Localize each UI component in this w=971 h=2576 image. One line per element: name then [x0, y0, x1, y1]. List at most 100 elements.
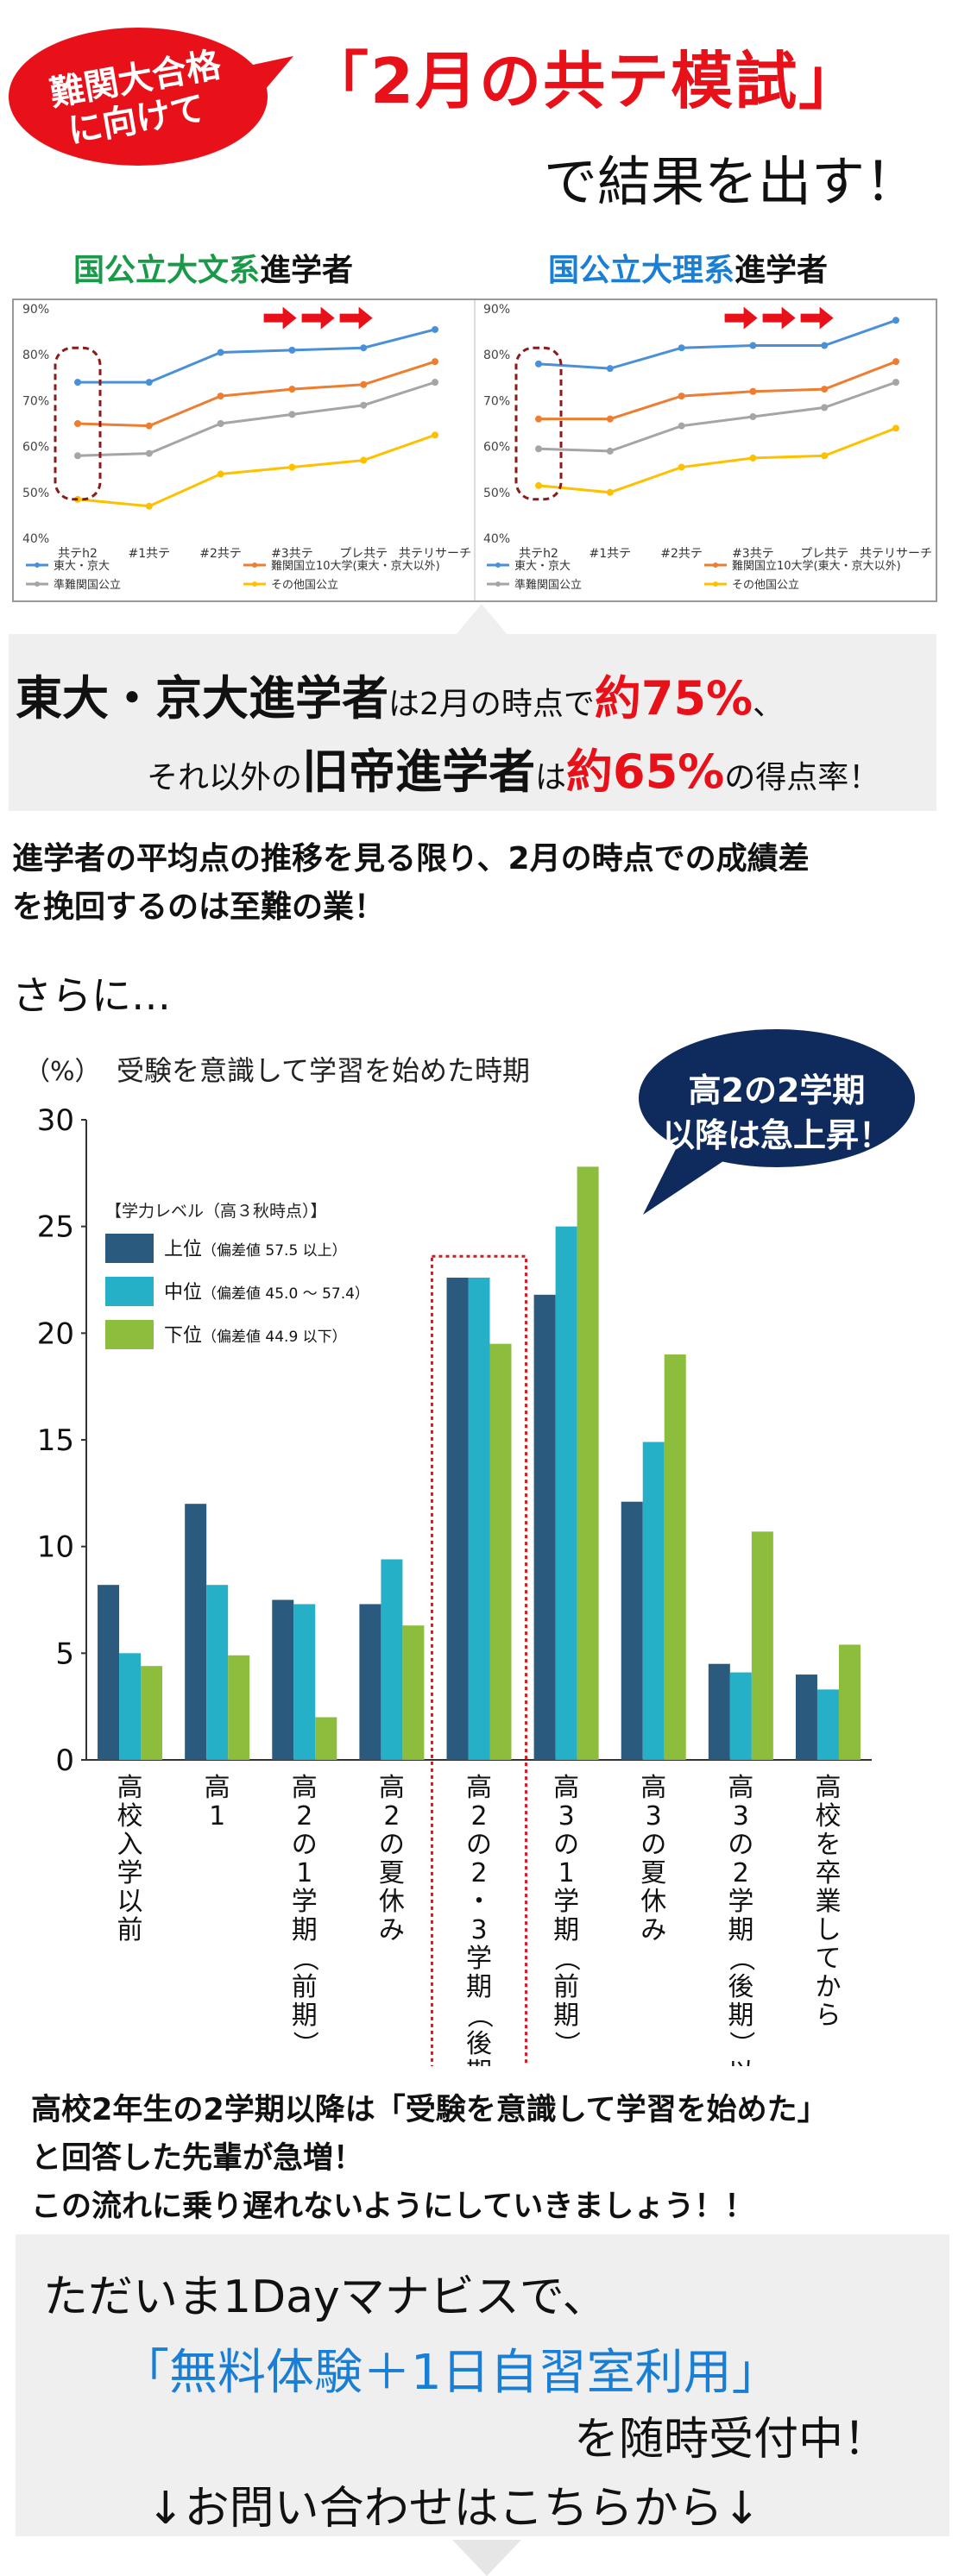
category-label-char: （: [725, 1945, 755, 1971]
y-tick-label: 0: [55, 1744, 74, 1778]
category-label-char: 高: [466, 1773, 492, 1803]
series-line: [78, 328, 436, 384]
data-point: [535, 415, 542, 423]
legend-label: 東大・京大: [54, 559, 110, 573]
category-label-char: 期: [553, 2001, 579, 2031]
note2-line2: と回答した先輩が急増！: [31, 2141, 364, 2176]
bar: [359, 1604, 381, 1760]
data-point: [892, 379, 899, 386]
x-tick-label: 共テリサーチ: [860, 547, 932, 561]
summary-text: それ以外の: [147, 760, 303, 795]
data-point: [74, 495, 81, 503]
cta-contact-link[interactable]: ↓お問い合わせはこちらから↓: [147, 2483, 761, 2535]
data-point: [288, 346, 296, 354]
category-label-char: 期: [728, 2001, 753, 2031]
red-arrow-icon: [339, 306, 373, 330]
legend-marker: [252, 562, 257, 568]
bar: [293, 1604, 316, 1760]
y-axis-unit: （%）: [24, 1057, 101, 1087]
data-point: [535, 445, 542, 453]
bar: [708, 1663, 730, 1760]
cta-line1: ただいま1Dayマナビスで、: [43, 2271, 608, 2323]
red-arrow-icon: [800, 306, 834, 330]
bar: [751, 1531, 773, 1760]
y-tick-label: 80%: [483, 349, 510, 362]
x-tick-label: プレ共テ: [800, 547, 848, 561]
data-point: [74, 452, 81, 460]
data-point: [145, 449, 153, 457]
red-arrow-icon: [301, 306, 335, 330]
bar: [98, 1585, 120, 1760]
x-tick-label: 共テh2: [519, 547, 558, 561]
category-label-char: 3: [646, 1801, 662, 1831]
category-label-char: 前: [292, 1972, 318, 2002]
bar: [206, 1585, 229, 1760]
category-label-char: 3: [558, 1801, 575, 1831]
legend-marker: [495, 562, 501, 568]
data-point: [288, 463, 296, 471]
legend-title: 【学力レベル（高３秋時点）】: [105, 1202, 327, 1221]
data-point: [606, 365, 614, 373]
category-label-char: 高: [292, 1773, 318, 1803]
bar: [729, 1672, 752, 1760]
x-tick-label: 共テh2: [58, 547, 98, 561]
note-paragraph-2: 高校2年生の2学期以降は「受験を意識して学習を始めた」 と回答した先輩が急増！ …: [12, 2086, 828, 2231]
category-label-char: 2: [470, 1801, 487, 1831]
category-label-char: ら: [815, 2001, 841, 2031]
category-label-char: ）: [725, 2031, 755, 2057]
data-point: [145, 379, 153, 386]
category-label-char: （: [463, 2002, 494, 2028]
data-point: [678, 344, 685, 352]
data-point: [678, 393, 685, 400]
category-label-char: 期: [728, 1915, 753, 1945]
bar: [555, 1226, 577, 1760]
y-tick-label: 50%: [483, 487, 510, 500]
category-label-char: 学: [292, 1887, 318, 1917]
page-subtitle: で結果を出す！: [544, 150, 919, 213]
category-label-char: 3: [470, 1915, 487, 1945]
category-label-char: か: [815, 1972, 841, 2002]
data-point: [821, 452, 829, 460]
data-point: [74, 379, 81, 386]
summary-panel: [9, 634, 936, 811]
down-arrow-icon: [452, 2540, 521, 2576]
humanities-line-chart: 40% 50% 60% 70% 80% 90% 共テh2 #1共テ #2共テ #3共テ プレ共テ 共テ…: [22, 303, 471, 592]
red-arrow-icon: [263, 306, 297, 330]
category-label-char: 業: [815, 1887, 841, 1917]
science-heading-accent: 国公立大理系: [548, 253, 735, 288]
legend-marker: [713, 562, 718, 568]
bar: [272, 1599, 294, 1760]
data-point: [892, 424, 899, 432]
bar: [402, 1625, 425, 1760]
y-tick-label: 10: [37, 1530, 74, 1565]
category-label-char: を: [815, 1830, 841, 1860]
legend-label: 準難関国公立: [514, 578, 582, 592]
bar: [664, 1354, 686, 1760]
note1-line2: を挽回するのは至難の業！: [12, 889, 386, 925]
legend-swatch: [105, 1277, 154, 1306]
category-label-char: 学: [466, 1944, 492, 1974]
header-badge-bubble: 難関大合格 に向けて: [9, 28, 293, 166]
summary-percent-75: 約75%: [594, 671, 753, 726]
legend-swatch: [105, 1234, 154, 1263]
page-title: 「2月の共テ模試」: [306, 45, 863, 117]
category-label-char: の: [466, 1830, 492, 1860]
series-line: [539, 360, 897, 421]
data-point: [892, 317, 899, 324]
category-label-char: 1: [558, 1858, 575, 1888]
legend-swatch: [105, 1320, 154, 1349]
y-tick-label: 80%: [22, 349, 49, 362]
bar: [228, 1655, 250, 1760]
pointer-triangle: [456, 604, 508, 635]
data-point: [145, 502, 153, 510]
category-label-char: み: [379, 1915, 405, 1945]
series-line: [77, 380, 436, 457]
summary-text: は: [535, 760, 567, 795]
data-point: [749, 387, 757, 395]
y-tick-label: 20: [37, 1316, 74, 1351]
legend-label: その他国公立: [732, 579, 799, 592]
x-tick-label: #2共テ: [660, 547, 703, 561]
category-label-char: 2: [296, 1801, 312, 1831]
category-label-char: 休: [379, 1887, 405, 1917]
data-point: [678, 422, 685, 430]
